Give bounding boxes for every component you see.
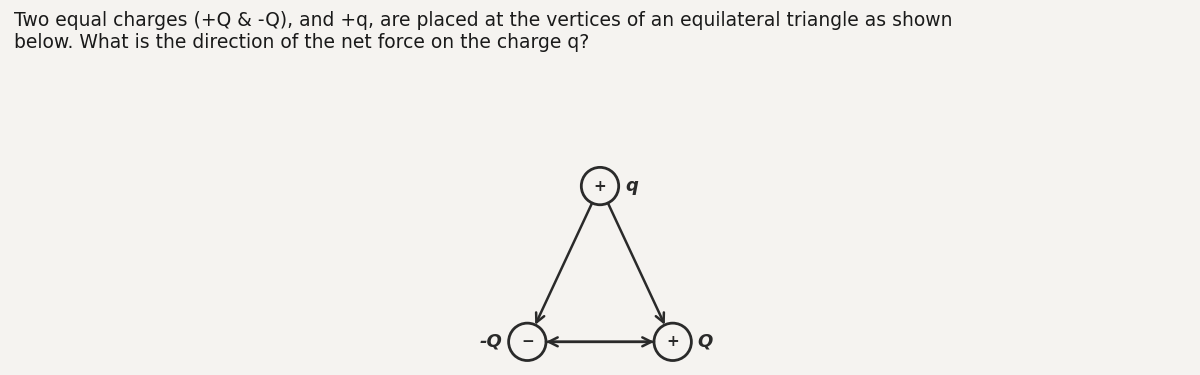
Text: +: + <box>594 178 606 194</box>
Text: +: + <box>666 334 679 350</box>
Text: Q: Q <box>697 333 713 351</box>
Text: -Q: -Q <box>480 333 503 351</box>
Text: −: − <box>521 334 534 350</box>
Text: q: q <box>625 177 637 195</box>
Text: Two equal charges (+Q & -Q), and +q, are placed at the vertices of an equilatera: Two equal charges (+Q & -Q), and +q, are… <box>14 11 953 52</box>
